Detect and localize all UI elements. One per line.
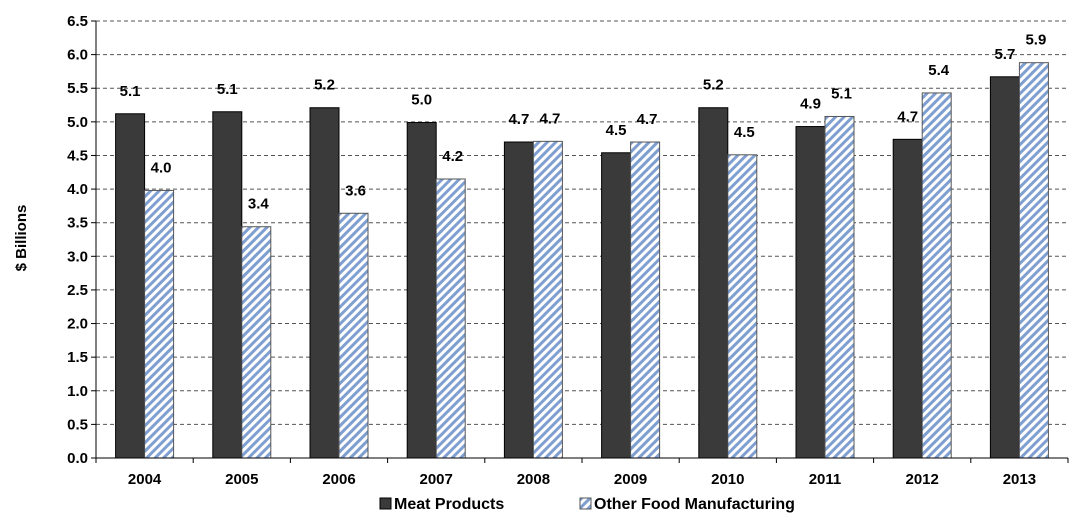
data-label-other-food-manufacturing: 5.1 — [831, 85, 852, 102]
y-tick-label: 6.0 — [67, 47, 88, 64]
data-label-meat-products: 5.2 — [703, 77, 724, 94]
bar-meat-products — [698, 107, 729, 459]
y-tick-label: 5.5 — [67, 80, 88, 97]
y-tick-label: 1.5 — [67, 349, 88, 366]
data-label-other-food-manufacturing: 3.4 — [248, 196, 270, 213]
bar-meat-products — [503, 141, 534, 459]
bar-meat-products — [989, 76, 1020, 459]
data-label-other-food-manufacturing: 4.5 — [734, 124, 755, 141]
x-tick-label: 2012 — [906, 471, 939, 488]
bar-meat-products — [309, 107, 340, 459]
y-tick-label: 4.5 — [67, 147, 88, 164]
bar-other-food-manufacturing — [824, 115, 855, 459]
bar-other-food-manufacturing — [144, 189, 175, 459]
bar-meat-products — [115, 113, 146, 459]
y-tick-label: 3.5 — [67, 215, 88, 232]
bar-other-food-manufacturing — [1018, 62, 1049, 459]
bar-other-food-manufacturing — [435, 178, 466, 459]
data-label-other-food-manufacturing: 4.2 — [442, 148, 463, 165]
x-tick-label: 2013 — [1003, 471, 1036, 488]
x-tick-label: 2011 — [809, 471, 842, 488]
data-label-other-food-manufacturing: 4.0 — [151, 159, 172, 176]
legend-swatch-meat-products — [379, 497, 392, 510]
axes: 0.0 0.5 1.0 1.5 2.0 2.5 3.0 3.5 4.0 4.5 5.0 5.5 6.0 6… — [67, 13, 1069, 488]
bar-other-food-manufacturing — [338, 212, 369, 459]
legend: Meat Products Other Food Manufacturing — [379, 496, 795, 513]
x-tick-label: 2006 — [322, 471, 355, 488]
data-label-meat-products: 5.2 — [314, 77, 335, 94]
data-label-meat-products: 5.7 — [994, 46, 1015, 63]
bar-other-food-manufacturing — [630, 141, 661, 459]
data-label-other-food-manufacturing: 5.9 — [1025, 32, 1046, 49]
data-label-other-food-manufacturing: 4.7 — [637, 111, 658, 128]
bar-meat-products — [795, 126, 826, 459]
y-tick-label: 1.0 — [67, 383, 88, 400]
data-label-meat-products: 5.1 — [217, 81, 238, 98]
data-label-meat-products: 4.5 — [606, 122, 627, 139]
data-label-other-food-manufacturing: 4.7 — [539, 110, 560, 127]
x-tick-label: 2004 — [128, 471, 162, 488]
bar-meat-products — [892, 138, 923, 459]
y-tick-label: 0.5 — [67, 416, 88, 433]
data-labels: 5.1 4.0 5.1 3.4 5.2 3.6 5.0 4.2 4.7 4.7 4.5 4.7 5.2 4… — [120, 32, 1047, 213]
data-label-meat-products: 5.1 — [120, 83, 141, 100]
y-tick-label: 2.5 — [67, 282, 88, 299]
legend-swatch-other-food-manufacturing — [579, 497, 592, 510]
y-tick-label: 3.0 — [67, 248, 88, 265]
x-tick-label: 2005 — [225, 471, 258, 488]
bar-other-food-manufacturing — [727, 154, 758, 459]
data-label-meat-products: 4.7 — [508, 111, 529, 128]
data-label-meat-products: 4.9 — [800, 96, 821, 113]
data-label-meat-products: 4.7 — [897, 108, 918, 125]
y-tick-label: 6.5 — [67, 13, 88, 30]
y-tick-label: 0.0 — [67, 450, 88, 467]
bar-meat-products — [601, 152, 632, 459]
bar-other-food-manufacturing — [241, 226, 272, 459]
data-label-meat-products: 5.0 — [411, 92, 432, 109]
bar-meat-products — [212, 111, 243, 459]
data-label-other-food-manufacturing: 5.4 — [928, 62, 950, 79]
x-tick-label: 2010 — [711, 471, 744, 488]
bar-meat-products — [406, 122, 437, 459]
legend-label-other-food-manufacturing: Other Food Manufacturing — [594, 496, 795, 513]
x-tick-label: 2009 — [614, 471, 647, 488]
y-tick-label: 2.0 — [67, 316, 88, 333]
y-tick-label: 4.0 — [67, 181, 88, 198]
x-tick-label: 2007 — [420, 471, 453, 488]
data-label-other-food-manufacturing: 3.6 — [345, 182, 366, 199]
y-axis-title: $ Billions — [13, 205, 30, 272]
y-tick-label: 5.0 — [67, 114, 88, 131]
x-tick-label: 2008 — [517, 471, 550, 488]
bar-other-food-manufacturing — [532, 140, 563, 459]
legend-label-meat-products: Meat Products — [394, 496, 504, 513]
bars — [115, 62, 1049, 459]
bar-other-food-manufacturing — [921, 92, 952, 459]
